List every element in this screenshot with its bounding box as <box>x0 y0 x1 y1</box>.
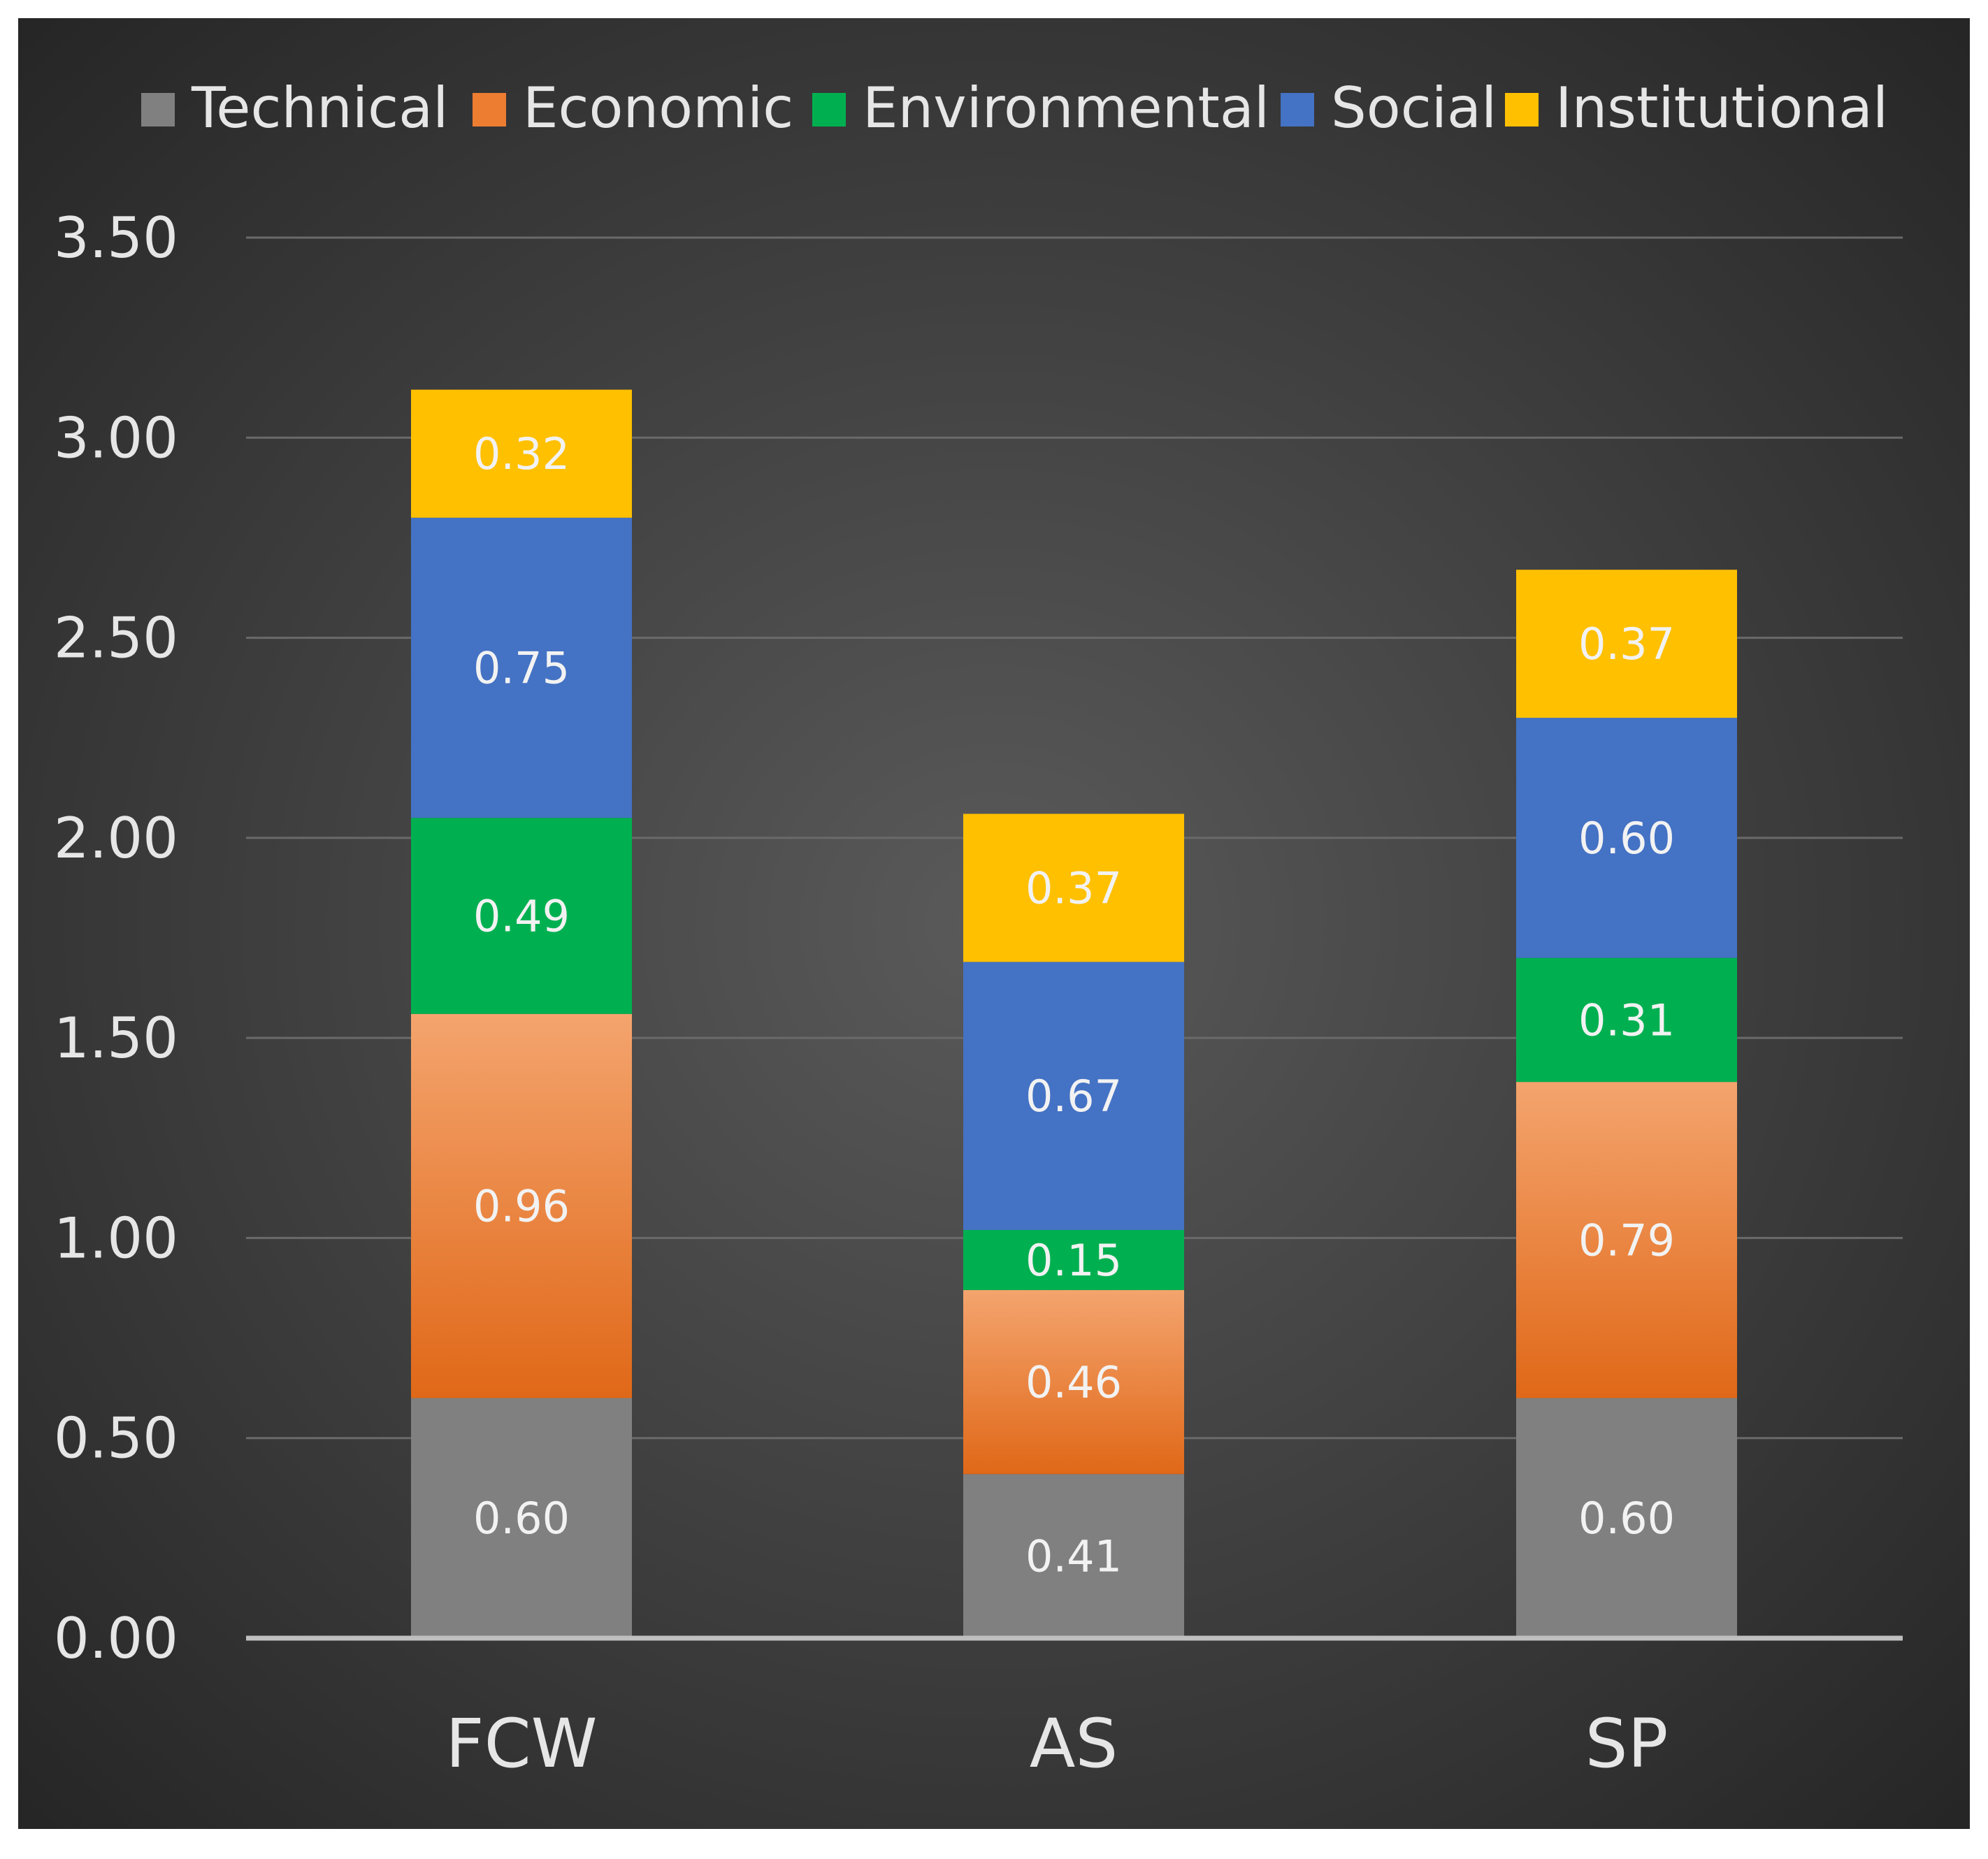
legend-swatch <box>1281 93 1314 126</box>
data-label: 0.49 <box>473 891 570 942</box>
legend-item-social[interactable]: Social <box>1281 75 1497 140</box>
x-tick-label: AS <box>1030 1705 1118 1783</box>
bar-segment-fcw-social <box>411 517 632 818</box>
bars <box>411 389 1737 1638</box>
bar-segment-as-economic <box>963 1289 1184 1475</box>
data-label: 0.60 <box>473 1493 570 1544</box>
bar-segment-as-environmental <box>963 1229 1184 1290</box>
bar-segment-sp-technical <box>1516 1398 1737 1638</box>
y-axis-ticks: 0.00 0.50 1.00 1.50 2.00 2.50 3.00 3.50 <box>54 205 178 1671</box>
data-label: 0.15 <box>1025 1235 1122 1286</box>
bar-segment-sp-economic <box>1516 1082 1737 1398</box>
legend-item-environmental[interactable]: Environmental <box>812 75 1269 140</box>
legend-label: Institutional <box>1555 75 1888 140</box>
x-tick-label: FCW <box>445 1705 597 1783</box>
data-label: 0.32 <box>473 428 570 479</box>
bar-segment-as-institutional <box>963 813 1184 962</box>
bar-segment-sp-environmental <box>1516 957 1737 1083</box>
legend[interactable]: Technical Economic Environmental Social Inst… <box>141 75 1888 140</box>
data-label: 0.60 <box>1578 813 1675 864</box>
data-label: 0.79 <box>1578 1215 1675 1266</box>
bar-segment-as-technical <box>963 1474 1184 1638</box>
legend-swatch <box>812 93 846 126</box>
bar-segment-fcw-environmental <box>411 818 632 1014</box>
legend-swatch <box>473 93 506 126</box>
legend-label: Economic <box>523 75 793 140</box>
y-tick-label: 2.50 <box>54 606 178 671</box>
data-label: 0.37 <box>1578 619 1675 670</box>
data-label: 0.31 <box>1578 994 1675 1046</box>
data-label: 0.41 <box>1025 1531 1122 1582</box>
y-tick-label: 0.00 <box>54 1606 178 1671</box>
data-label: 0.96 <box>473 1181 570 1232</box>
data-label: 0.75 <box>473 643 570 694</box>
bar-segment-sp-institutional <box>1516 570 1737 718</box>
legend-item-economic[interactable]: Economic <box>473 75 793 140</box>
legend-label: Technical <box>191 75 448 140</box>
y-tick-label: 1.00 <box>54 1206 178 1271</box>
bar-segment-as-social <box>963 962 1184 1230</box>
data-label: 0.46 <box>1025 1357 1122 1408</box>
legend-label: Social <box>1331 75 1497 140</box>
data-labels: 0.60 0.96 0.49 0.75 0.32 0.41 0.46 0.15 0.67 0.37… <box>473 428 1675 1582</box>
x-axis-ticks: FCW AS SP <box>445 1705 1668 1783</box>
data-label: 0.67 <box>1025 1071 1122 1122</box>
y-tick-label: 3.00 <box>54 405 178 470</box>
legend-label: Environmental <box>863 75 1269 140</box>
legend-swatch <box>141 93 175 126</box>
data-label: 0.60 <box>1578 1493 1675 1544</box>
data-label: 0.37 <box>1025 862 1122 913</box>
y-tick-label: 2.00 <box>54 806 178 871</box>
y-tick-label: 0.50 <box>54 1406 178 1471</box>
legend-swatch <box>1505 93 1539 126</box>
legend-item-institutional[interactable]: Institutional <box>1505 75 1888 140</box>
bar-segment-fcw-institutional <box>411 389 632 518</box>
x-tick-label: SP <box>1585 1705 1669 1783</box>
bar-segment-fcw-economic <box>411 1013 632 1398</box>
legend-item-technical[interactable]: Technical <box>141 75 448 140</box>
y-tick-label: 1.50 <box>54 1006 178 1071</box>
bar-segment-fcw-technical <box>411 1398 632 1638</box>
bar-segment-sp-social <box>1516 718 1737 958</box>
y-tick-label: 3.50 <box>54 205 178 270</box>
